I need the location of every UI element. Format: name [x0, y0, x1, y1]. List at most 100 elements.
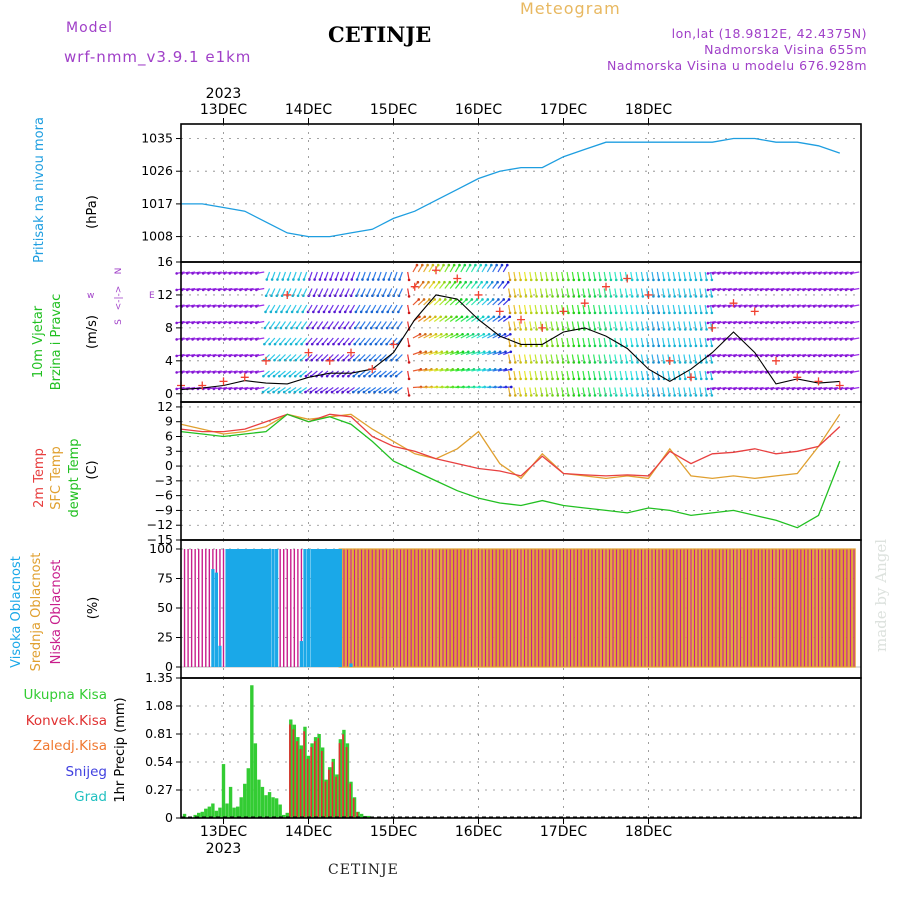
wind-arrow — [582, 387, 585, 396]
wind-arrowhead — [524, 344, 528, 348]
wind-arrow — [256, 353, 265, 357]
wind-arrowhead — [652, 328, 655, 331]
wind-arrow — [651, 337, 655, 346]
wind-arrowhead — [305, 342, 309, 346]
wind-arrow — [529, 387, 532, 396]
wind-arrow — [245, 386, 254, 390]
wind-arrowhead — [280, 294, 284, 298]
wind-arrow — [651, 271, 655, 280]
wind-arrowhead — [488, 350, 491, 354]
wind-arrow — [219, 271, 228, 274]
mid-cloud-bar — [366, 548, 371, 668]
wind-arrowhead — [207, 338, 210, 341]
wind-arrow — [181, 353, 190, 357]
wind-arrow — [503, 368, 512, 372]
mid-cloud-bar — [678, 548, 683, 668]
wind-arrow — [367, 271, 372, 280]
wind-arrow — [614, 387, 617, 396]
wind-arrow — [470, 264, 476, 273]
mid-cloud-bar — [444, 548, 449, 668]
mid-cloud-bar — [791, 548, 796, 668]
wind-arrow — [327, 337, 334, 345]
precip-legend-label: Ukupna Kisa — [24, 687, 107, 703]
wind-arrowhead — [433, 298, 436, 301]
wind-arrow — [704, 387, 708, 396]
wind-arrow — [508, 271, 511, 280]
wind-arrowhead — [545, 328, 549, 331]
wind-arrowhead — [583, 377, 586, 381]
wind-arrowhead — [754, 338, 758, 341]
total-precip-bar — [285, 812, 289, 818]
wind-arrow — [640, 321, 644, 330]
wind-arrow — [561, 387, 564, 396]
wind-arrowhead — [244, 338, 248, 341]
wind-arrow — [819, 386, 828, 390]
mid-cloud-bar — [420, 548, 424, 668]
wind-arrow — [285, 337, 292, 345]
wind-arrow — [476, 264, 482, 273]
wind-arrowhead — [572, 361, 576, 364]
wind-arrowhead — [514, 278, 517, 282]
wind-arrow — [229, 287, 238, 291]
wind-arrow — [342, 387, 350, 393]
wind-arrow — [824, 320, 833, 324]
wind-arrowhead — [802, 305, 805, 308]
wind-arrowhead — [485, 280, 489, 284]
wind-arrow — [693, 288, 697, 297]
wind-arrow — [803, 304, 812, 307]
mid-cloud-bar — [675, 548, 679, 668]
mid-cloud-bar — [742, 548, 746, 668]
y-tick-label: 1.08 — [145, 698, 173, 713]
wind-arrowhead — [471, 315, 474, 319]
wind-arrowhead — [223, 354, 226, 358]
wind-arrowhead — [662, 311, 666, 315]
wind-arrowhead — [620, 361, 623, 364]
wind-arrowhead — [834, 387, 837, 391]
wind-arrow — [608, 288, 612, 297]
wind-arrowhead — [196, 371, 200, 374]
wind-arrowhead — [807, 338, 811, 341]
wind-arrow — [808, 370, 817, 373]
wind-arrowhead — [255, 354, 258, 358]
wind-arrowhead — [272, 374, 276, 378]
wind-arrow — [803, 337, 812, 340]
wind-arrowhead — [445, 332, 448, 336]
wind-arrowhead — [394, 390, 398, 394]
wind-arrow — [840, 287, 849, 291]
wind-arrow — [766, 304, 775, 307]
mid-cloud-bar — [568, 548, 573, 668]
wind-arrow — [476, 351, 485, 356]
wind-arrow — [630, 304, 633, 313]
wind-arrowhead — [614, 311, 618, 315]
wind-arrow — [492, 264, 498, 273]
wind-arrowhead — [802, 288, 805, 292]
wind-arrow — [704, 288, 708, 297]
wind-arrow — [787, 337, 796, 340]
wind-arrow — [240, 304, 249, 307]
wind-arrow — [390, 354, 398, 361]
wind-arrowhead — [196, 338, 200, 341]
panel-frame — [180, 261, 862, 403]
wind-arrow — [395, 370, 403, 377]
mid-cloud-bar — [600, 548, 605, 668]
wind-arrowhead — [599, 394, 602, 397]
wind-arrowhead — [422, 298, 426, 301]
wind-arrowhead — [175, 387, 178, 391]
wind-arrow — [792, 304, 801, 307]
meteogram-title: Meteogram — [520, 0, 621, 18]
mid-cloud-bar — [728, 548, 732, 668]
wind-arrow — [322, 337, 329, 345]
wind-arrow — [835, 271, 844, 274]
wind-arrow — [704, 354, 708, 363]
wind-arrow — [296, 304, 302, 313]
wind-arrow — [829, 287, 839, 291]
wind-arrow — [481, 368, 490, 372]
wind-arrowhead — [465, 298, 468, 301]
wind-arrow — [219, 370, 228, 373]
wind-arrowhead — [535, 311, 538, 315]
wind-arrowhead — [249, 387, 253, 391]
wind-arrowhead — [556, 361, 560, 364]
wind-arrow — [423, 281, 430, 289]
wind-gust-marker — [474, 290, 483, 299]
wind-arrowhead — [759, 288, 763, 292]
